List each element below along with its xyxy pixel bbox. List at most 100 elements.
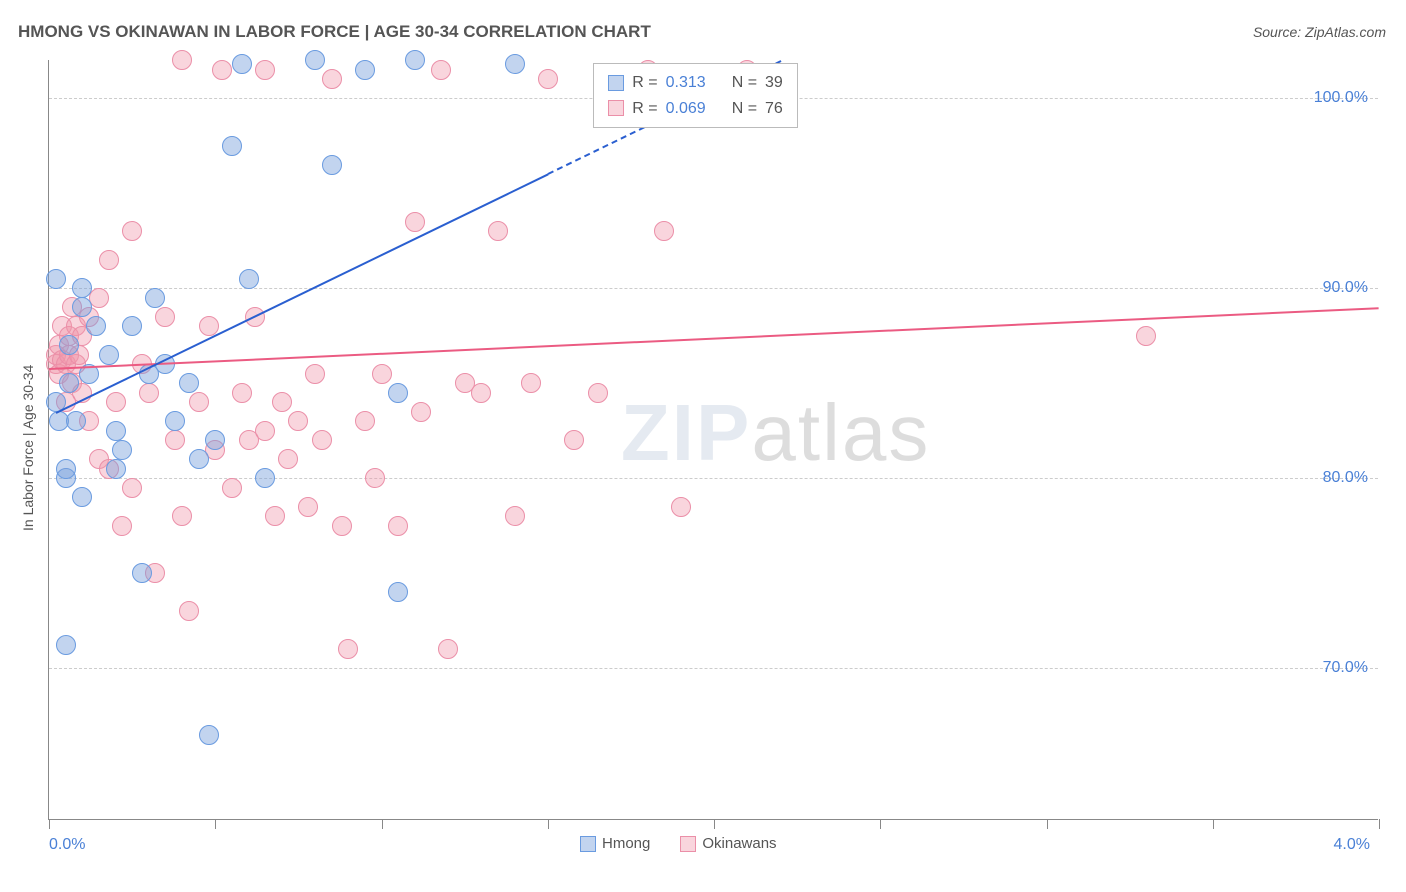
x-tick	[1379, 819, 1380, 829]
correlation-stats-box: R =0.313N =39R =0.069N =76	[593, 63, 798, 128]
data-point-okinawan	[388, 516, 408, 536]
data-point-okinawan	[288, 411, 308, 431]
data-point-hmong	[66, 411, 86, 431]
data-point-okinawan	[255, 60, 275, 80]
chart-plot-area: ZIPatlas 70.0%80.0%90.0%100.0%0.0%4.0%	[48, 60, 1378, 820]
legend-swatch	[580, 836, 596, 852]
data-point-okinawan	[278, 449, 298, 469]
x-tick	[382, 819, 383, 829]
y-tick-label: 70.0%	[1323, 659, 1368, 677]
trend-line-hmong-solid	[55, 173, 548, 413]
data-point-okinawan	[172, 50, 192, 70]
stats-swatch	[608, 100, 624, 116]
data-point-hmong	[189, 449, 209, 469]
data-point-okinawan	[505, 506, 525, 526]
data-point-okinawan	[265, 506, 285, 526]
stats-r-label: R =	[632, 96, 657, 122]
data-point-hmong	[165, 411, 185, 431]
data-point-okinawan	[671, 497, 691, 517]
chart-title: HMONG VS OKINAWAN IN LABOR FORCE | AGE 3…	[18, 22, 651, 42]
y-axis-label: In Labor Force | Age 30-34	[20, 365, 36, 531]
data-point-hmong	[106, 459, 126, 479]
watermark-thin: atlas	[751, 388, 930, 477]
data-point-hmong	[305, 50, 325, 70]
data-point-okinawan	[1136, 326, 1156, 346]
data-point-okinawan	[172, 506, 192, 526]
data-point-okinawan	[122, 221, 142, 241]
data-point-okinawan	[139, 383, 159, 403]
stats-r-value: 0.313	[666, 70, 706, 96]
data-point-hmong	[56, 635, 76, 655]
x-tick-label: 4.0%	[1334, 836, 1370, 854]
data-point-okinawan	[431, 60, 451, 80]
data-point-hmong	[106, 421, 126, 441]
data-point-okinawan	[272, 392, 292, 412]
x-tick	[215, 819, 216, 829]
data-point-hmong	[145, 288, 165, 308]
data-point-hmong	[59, 335, 79, 355]
data-point-okinawan	[538, 69, 558, 89]
legend-label: Hmong	[602, 835, 650, 852]
data-point-hmong	[322, 155, 342, 175]
stats-n-label: N =	[732, 96, 757, 122]
watermark-bold: ZIP	[621, 388, 751, 477]
data-point-okinawan	[564, 430, 584, 450]
data-point-hmong	[232, 54, 252, 74]
data-point-okinawan	[411, 402, 431, 422]
x-tick	[1047, 819, 1048, 829]
stats-n-value: 76	[765, 96, 783, 122]
data-point-okinawan	[122, 478, 142, 498]
data-point-hmong	[99, 345, 119, 365]
stats-swatch	[608, 75, 624, 91]
data-point-hmong	[179, 373, 199, 393]
data-point-okinawan	[112, 516, 132, 536]
x-tick-label: 0.0%	[49, 836, 85, 854]
data-point-hmong	[199, 725, 219, 745]
data-point-okinawan	[212, 60, 232, 80]
y-tick-label: 80.0%	[1323, 469, 1368, 487]
data-point-hmong	[505, 54, 525, 74]
data-point-okinawan	[488, 221, 508, 241]
data-point-hmong	[86, 316, 106, 336]
data-point-okinawan	[106, 392, 126, 412]
data-point-okinawan	[99, 250, 119, 270]
x-tick	[49, 819, 50, 829]
legend-bottom: Hmong Okinawans	[580, 835, 777, 852]
data-point-hmong	[72, 297, 92, 317]
data-point-okinawan	[155, 307, 175, 327]
data-point-okinawan	[189, 392, 209, 412]
data-point-okinawan	[179, 601, 199, 621]
data-point-okinawan	[312, 430, 332, 450]
data-point-okinawan	[588, 383, 608, 403]
data-point-okinawan	[222, 478, 242, 498]
legend-item-hmong: Hmong	[580, 835, 650, 852]
data-point-okinawan	[199, 316, 219, 336]
data-point-okinawan	[372, 364, 392, 384]
data-point-hmong	[255, 468, 275, 488]
data-point-hmong	[222, 136, 242, 156]
stats-n-label: N =	[732, 70, 757, 96]
data-point-okinawan	[365, 468, 385, 488]
source-label: Source: ZipAtlas.com	[1253, 24, 1386, 40]
data-point-okinawan	[332, 516, 352, 536]
data-point-hmong	[59, 373, 79, 393]
gridline-h	[49, 478, 1378, 479]
data-point-okinawan	[298, 497, 318, 517]
data-point-hmong	[72, 278, 92, 298]
gridline-h	[49, 668, 1378, 669]
data-point-hmong	[205, 430, 225, 450]
data-point-hmong	[355, 60, 375, 80]
legend-label: Okinawans	[702, 835, 776, 852]
x-tick	[880, 819, 881, 829]
data-point-okinawan	[355, 411, 375, 431]
data-point-okinawan	[255, 421, 275, 441]
stats-r-value: 0.069	[666, 96, 706, 122]
data-point-hmong	[388, 582, 408, 602]
legend-swatch	[680, 836, 696, 852]
data-point-hmong	[72, 487, 92, 507]
data-point-okinawan	[338, 639, 358, 659]
data-point-hmong	[112, 440, 132, 460]
data-point-okinawan	[305, 364, 325, 384]
x-tick	[714, 819, 715, 829]
data-point-okinawan	[471, 383, 491, 403]
